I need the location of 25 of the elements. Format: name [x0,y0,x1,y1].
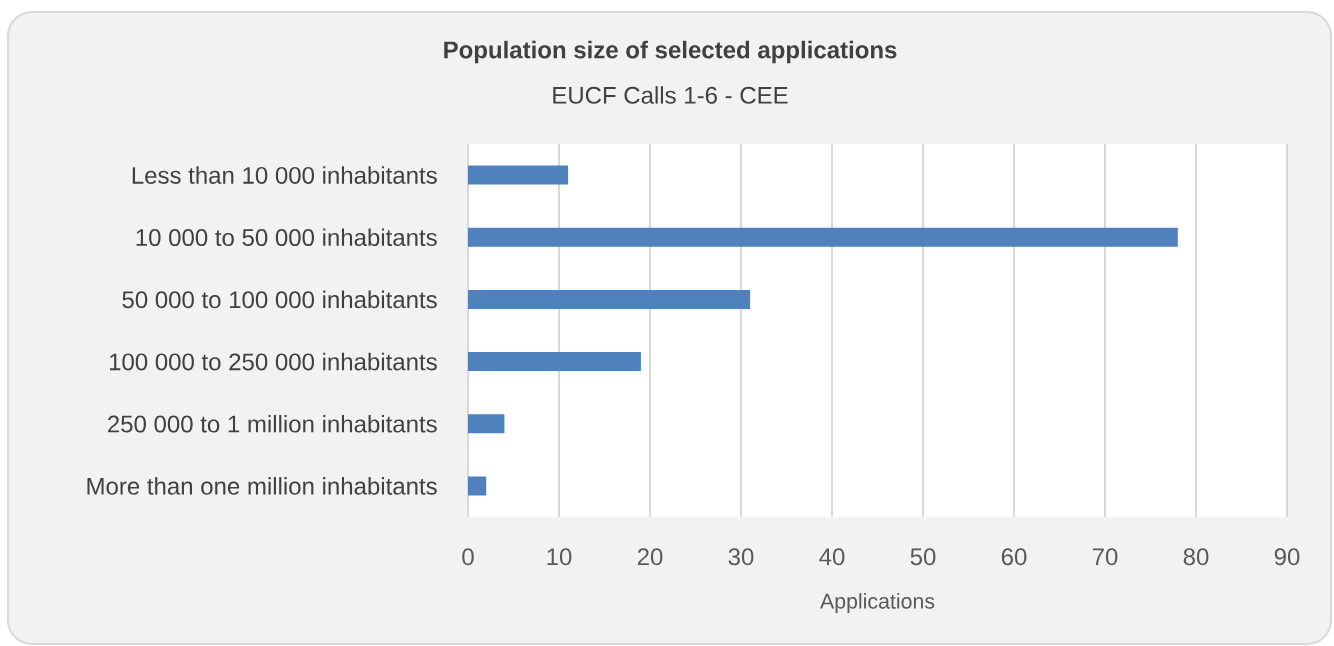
chart-subtitle: EUCF Calls 1-6 - CEE [553,86,788,104]
y-tick-label: 10 000 to 50 000 inhabitants [136,228,437,247]
x-tick-label: 70 [1092,548,1118,566]
x-tick-label: 60 [1001,548,1027,566]
x-tick-label: 90 [1274,548,1300,566]
bar [468,476,487,496]
bar [468,289,751,309]
y-tick-label: 50 000 to 100 000 inhabitants [122,290,437,309]
y-tick-label: 100 000 to 250 000 inhabitants [109,352,437,371]
bar [468,165,569,185]
x-tick-label: 10 [547,548,572,566]
y-tick-label: More than one million inhabitants [87,477,437,495]
chart-title: Population size of selected applications [444,40,897,64]
x-tick-label: 30 [728,548,754,566]
x-tick-label: 50 [910,548,936,566]
x-axis-title: Applications [820,593,935,613]
x-tick-label: 80 [1183,548,1209,566]
x-tick-label: 40 [819,548,845,566]
y-tick-label: 250 000 to 1 million inhabitants [108,414,437,433]
bar [468,227,1178,247]
bar [468,352,641,372]
bar [468,414,505,434]
y-tick-label: Less than 10 000 inhabitants [132,166,437,184]
x-tick-label: 0 [462,548,474,566]
x-tick-label: 20 [637,548,663,566]
